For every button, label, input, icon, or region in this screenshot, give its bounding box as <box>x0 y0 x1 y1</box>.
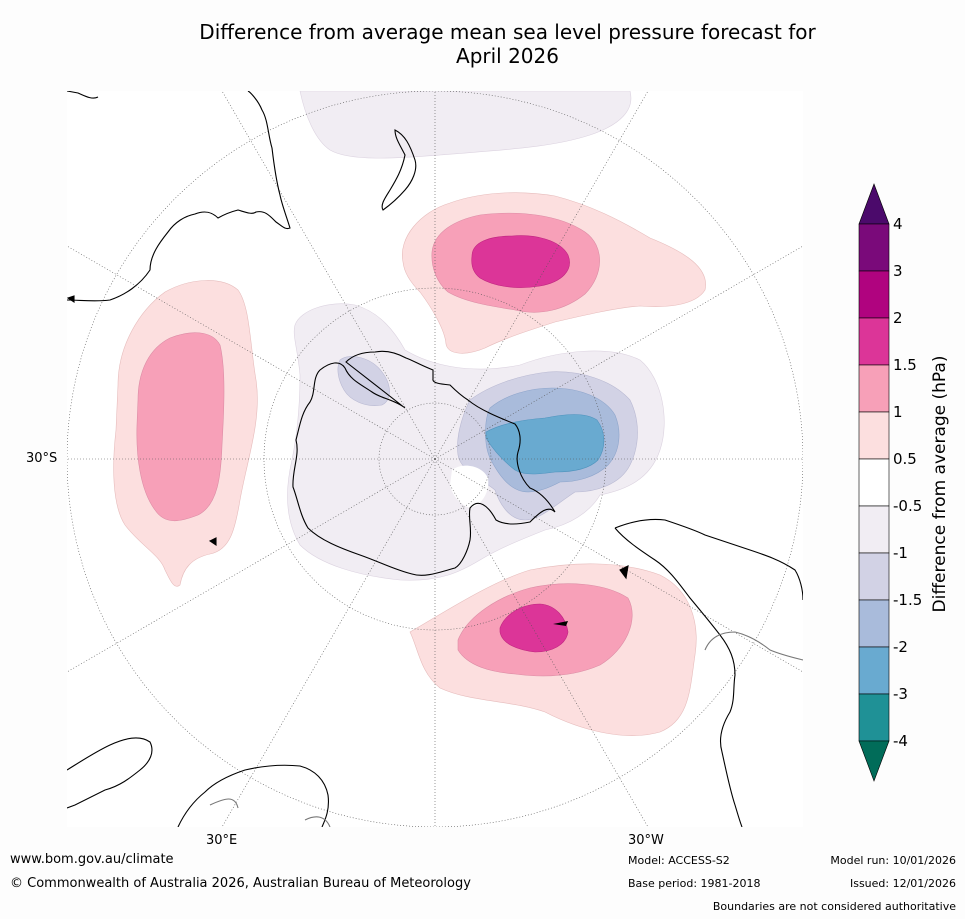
new-zealand-coastline <box>381 129 417 211</box>
colorbar-bin <box>858 505 890 554</box>
colorbar-bin <box>858 599 890 648</box>
antarctica-coastline <box>292 350 556 576</box>
colorbar-bin <box>858 364 890 413</box>
colorbar-tick-label: 4 <box>893 215 903 233</box>
issued-date: Issued: 12/01/2026 <box>849 877 956 890</box>
africa-coastline <box>67 737 153 809</box>
colorbar-tick-label: 1 <box>893 403 903 421</box>
colorbar-tick-label: -2 <box>893 638 908 656</box>
longitude-label-30w: 30°W <box>628 833 664 848</box>
colorbar-bin <box>858 317 890 366</box>
anomaly-region-indian-positive <box>113 280 258 587</box>
coastlines <box>67 91 803 827</box>
footer-copyright: © Commonwealth of Australia 2026, Austra… <box>10 876 471 891</box>
colorbar-bin <box>858 693 890 742</box>
anomaly-region-pacific-positive <box>401 192 706 354</box>
colorbar-extension-top <box>858 183 890 225</box>
colorbar-tick-label: 1.5 <box>893 356 917 374</box>
colorbar-tick-label: 2 <box>893 309 903 327</box>
anomaly-region-atlantic-positive <box>409 563 697 736</box>
footer-url: www.bom.gov.au/climate <box>10 852 174 867</box>
longitude-label-30e: 30°E <box>206 833 238 848</box>
colorbar-tick-label: -3 <box>893 685 908 703</box>
colorbar-extension-bottom <box>858 740 890 782</box>
colorbar-bin <box>858 223 890 272</box>
colorbar-tick-label: 0.5 <box>893 450 917 468</box>
graticule <box>67 91 803 827</box>
chart-title: Difference from average mean sea level p… <box>0 20 965 68</box>
australia-coastline <box>67 91 291 302</box>
colorbar-tick-label: -1.5 <box>893 591 923 609</box>
south-america-coastline <box>614 518 803 827</box>
colorbar-bin <box>858 552 890 601</box>
boundaries-disclaimer: Boundaries are not considered authoritat… <box>712 900 956 913</box>
model-name: Model: ACCESS-S2 <box>628 854 730 867</box>
colorbar-tick-label: -1 <box>893 544 908 562</box>
base-period: Base period: 1981-2018 <box>628 877 761 890</box>
colorbar-tick-label: -0.5 <box>893 497 923 515</box>
colorbar-bin <box>858 411 890 460</box>
colorbar-bin <box>858 270 890 319</box>
title-line-1: Difference from average mean sea level p… <box>199 20 816 44</box>
colorbar-tick-label: 3 <box>893 262 903 280</box>
colorbar-bin <box>858 646 890 695</box>
anomaly-region-antarctic-negative <box>287 91 665 581</box>
title-line-2: April 2026 <box>456 44 559 68</box>
model-run: Model run: 10/01/2026 <box>830 854 956 867</box>
colorbar-bin <box>858 458 890 507</box>
colorbar-title: Difference from average (hPa) <box>930 355 950 613</box>
latitude-label-30s: 30°S <box>26 451 58 466</box>
colorbar-tick-label: -4 <box>893 732 908 750</box>
